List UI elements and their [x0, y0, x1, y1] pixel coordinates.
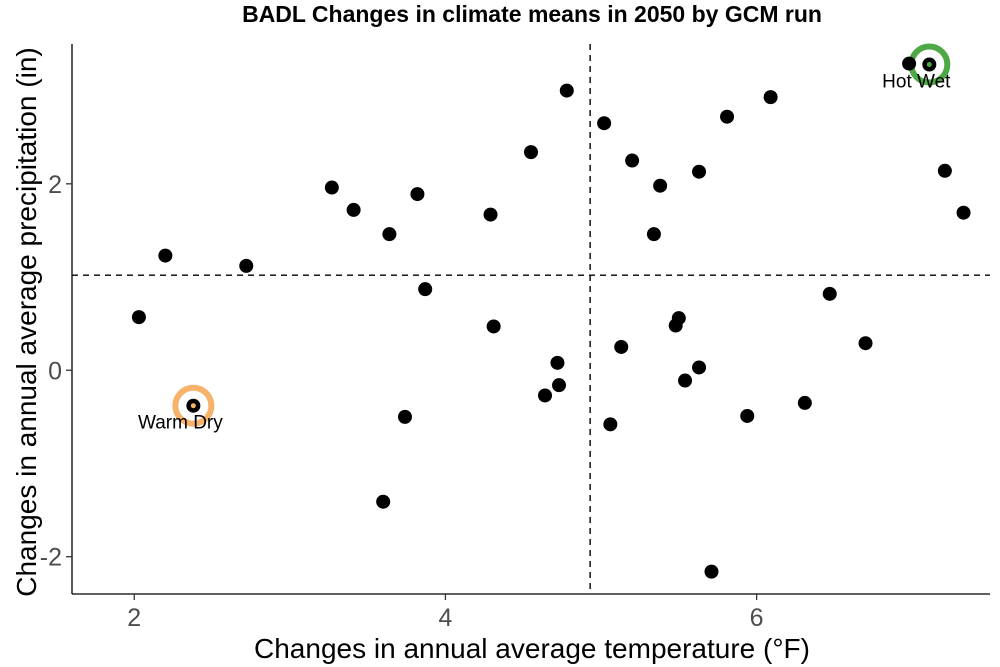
data-point: [720, 109, 735, 124]
y-axis-title: Changes in annual average precipitation …: [11, 47, 42, 596]
data-point: [902, 56, 917, 71]
data-point: [625, 153, 640, 168]
annotation-label: Hot Wet: [882, 72, 951, 93]
data-point: [603, 417, 618, 432]
data-point: [858, 336, 873, 351]
data-point: [740, 408, 755, 423]
data-point: [646, 227, 661, 242]
x-tick-label: 4: [438, 604, 452, 632]
data-point: [956, 205, 971, 220]
data-point: [704, 564, 719, 579]
highlight-center: [926, 62, 932, 68]
highlight-ring: [172, 384, 215, 427]
data-point: [418, 282, 433, 297]
data-point: [692, 164, 707, 179]
data-point: [158, 248, 173, 263]
y-tick-label: 2: [48, 171, 62, 199]
annotation-label: Warm Dry: [138, 413, 223, 434]
data-point: [486, 319, 501, 334]
y-tick-label: -2: [40, 544, 62, 572]
data-point: [937, 163, 952, 178]
data-point: [524, 145, 538, 160]
data-point: [797, 395, 812, 410]
data-point: [410, 187, 425, 202]
data-point: [346, 202, 361, 217]
data-point: [597, 116, 612, 131]
data-point: [614, 339, 629, 354]
chart-title: BADL Changes in climate means in 2050 by…: [242, 1, 822, 27]
data-point: [131, 310, 146, 325]
data-point: [552, 378, 567, 393]
data-point: [324, 180, 339, 195]
data-point: [538, 388, 553, 403]
data-point: [239, 258, 254, 273]
data-point: [483, 207, 498, 222]
data-point: [559, 83, 574, 98]
data-point: [822, 286, 837, 301]
x-tick-label: 2: [127, 604, 141, 632]
y-tick-label: 0: [48, 357, 62, 385]
data-point: [671, 311, 686, 326]
data-point: [653, 178, 668, 193]
x-tick-label: 6: [750, 604, 764, 632]
plot-area: 2 4 6 -2 0 2 Warm Dry Hot Wet: [40, 43, 990, 632]
data-point: [382, 227, 397, 242]
highlight-center: [190, 403, 196, 409]
data-point: [397, 409, 412, 424]
data-point: [376, 494, 391, 509]
data-point: [763, 90, 778, 105]
data-point: [678, 373, 693, 388]
data-point: [692, 360, 707, 375]
x-axis-title: Changes in annual average temperature (°…: [254, 633, 810, 664]
data-point: [550, 355, 565, 370]
